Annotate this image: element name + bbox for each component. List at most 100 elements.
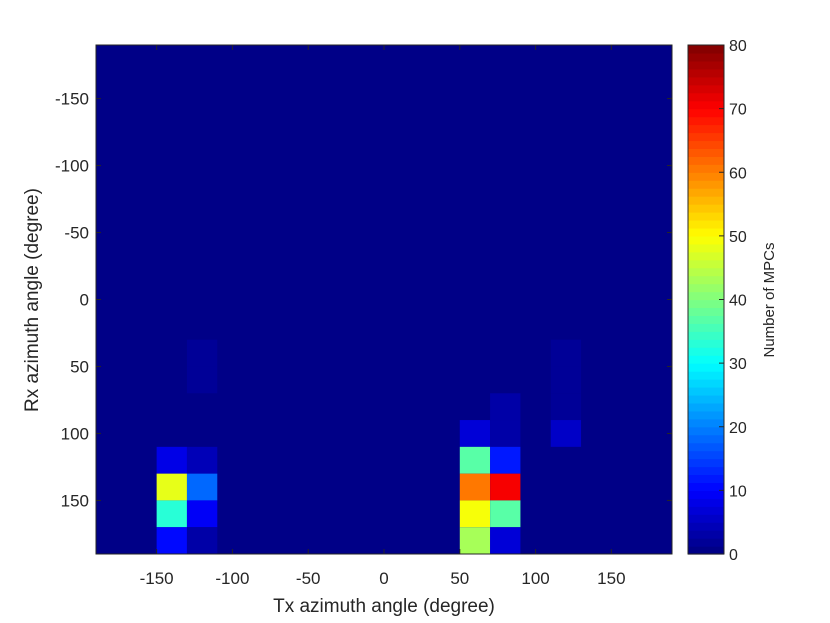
colorbar-step bbox=[688, 434, 724, 444]
x-tick-label: -50 bbox=[296, 569, 321, 588]
colorbar-step bbox=[688, 522, 724, 531]
plot-area bbox=[95, 44, 673, 555]
colorbar-step bbox=[688, 180, 724, 189]
colorbar-step bbox=[688, 386, 724, 396]
x-tick-label: 150 bbox=[597, 569, 625, 588]
colorbar-step bbox=[688, 490, 724, 499]
heatmap-cell bbox=[550, 339, 582, 367]
colorbar-step bbox=[688, 323, 724, 332]
heatmap-cell bbox=[186, 366, 218, 394]
colorbar-step bbox=[688, 188, 724, 197]
colorbar-step bbox=[688, 45, 724, 54]
colorbar-step bbox=[688, 227, 724, 237]
heatmap-cell bbox=[459, 473, 491, 501]
colorbar-tick-label: 70 bbox=[729, 102, 747, 119]
colorbar-step bbox=[688, 172, 724, 181]
colorbar-step bbox=[688, 267, 724, 277]
y-tick-label: 50 bbox=[70, 357, 89, 376]
colorbar-step bbox=[688, 132, 724, 142]
y-axis-label: Rx azimuth angle (degree) bbox=[22, 188, 43, 412]
colorbar-step bbox=[688, 76, 724, 86]
y-axis-ticks: -150 -100 -50 0 50 100 150 bbox=[55, 90, 672, 510]
x-axis-ticks: -150 -100 -50 0 50 100 150 bbox=[140, 45, 626, 588]
heatmap-cell bbox=[459, 500, 491, 528]
x-tick-label: -100 bbox=[215, 569, 249, 588]
colorbar-tick-label: 0 bbox=[729, 547, 738, 564]
heatmap-cell bbox=[550, 420, 582, 447]
heatmap-cell bbox=[186, 446, 218, 474]
colorbar-step bbox=[688, 140, 724, 149]
x-tick-label: 100 bbox=[521, 569, 549, 588]
colorbar-step bbox=[688, 410, 724, 420]
heatmap-cell bbox=[490, 393, 521, 421]
colorbar-step bbox=[688, 402, 724, 412]
colorbar-step bbox=[688, 482, 724, 491]
x-tick-label: -150 bbox=[140, 569, 174, 588]
colorbar-step bbox=[688, 426, 724, 436]
colorbar-step bbox=[688, 307, 724, 316]
heatmap-cell bbox=[490, 446, 521, 474]
colorbar-step bbox=[688, 243, 724, 253]
heatmap-cell bbox=[490, 473, 521, 501]
heatmap-cell bbox=[186, 473, 218, 501]
colorbar-step bbox=[688, 355, 724, 364]
colorbar-step bbox=[688, 116, 724, 126]
colorbar-step bbox=[688, 450, 724, 460]
heatmap-cell bbox=[156, 527, 187, 554]
colorbar-step bbox=[688, 458, 724, 468]
colorbar-tick-label: 10 bbox=[729, 483, 747, 500]
colorbar-step bbox=[688, 275, 724, 285]
heatmap-cell bbox=[550, 366, 582, 394]
colorbar-tick-label: 50 bbox=[729, 229, 747, 246]
heatmap-cell bbox=[490, 500, 521, 528]
colorbar-step bbox=[688, 530, 724, 539]
colorbar-step bbox=[688, 363, 724, 372]
colorbar: 0 10 20 30 40 50 60 70 80 Number of MPCs bbox=[687, 38, 778, 564]
colorbar-ticks: 0 10 20 30 40 50 60 70 80 bbox=[719, 38, 747, 564]
x-tick-label: 50 bbox=[450, 569, 469, 588]
heatmap-cell bbox=[459, 446, 491, 474]
heatmap-cell bbox=[186, 500, 218, 528]
colorbar-step bbox=[688, 347, 724, 356]
heatmap-cell bbox=[459, 527, 491, 554]
colorbar-step bbox=[688, 100, 724, 110]
y-tick-label: -100 bbox=[55, 157, 89, 176]
colorbar-tick-label: 40 bbox=[729, 293, 747, 310]
colorbar-step bbox=[688, 84, 724, 94]
colorbar-step bbox=[688, 418, 724, 428]
heatmap-cell bbox=[156, 473, 187, 501]
colorbar-step bbox=[688, 60, 724, 70]
colorbar-step bbox=[688, 283, 724, 293]
heatmap-cell bbox=[550, 393, 582, 421]
colorbar-step bbox=[688, 52, 724, 62]
colorbar-step bbox=[688, 299, 724, 309]
heatmap-cell bbox=[156, 500, 187, 528]
colorbar-step bbox=[688, 124, 724, 134]
colorbar-step bbox=[688, 156, 724, 165]
colorbar-step bbox=[688, 315, 724, 324]
colorbar-step bbox=[688, 379, 724, 388]
heatmap-cell bbox=[459, 420, 491, 447]
colorbar-step bbox=[688, 259, 724, 269]
colorbar-step bbox=[688, 474, 724, 484]
colorbar-step bbox=[688, 546, 724, 555]
colorbar-step bbox=[688, 68, 724, 78]
colorbar-gradient bbox=[688, 45, 724, 555]
colorbar-step bbox=[688, 92, 724, 102]
heatmap-cell bbox=[186, 339, 218, 367]
colorbar-step bbox=[688, 331, 724, 340]
colorbar-step bbox=[688, 506, 724, 515]
y-tick-label: 150 bbox=[61, 491, 89, 510]
colorbar-step bbox=[688, 235, 724, 245]
heatmap-cell bbox=[186, 527, 218, 554]
colorbar-step bbox=[688, 204, 724, 213]
colorbar-step bbox=[688, 148, 724, 157]
colorbar-step bbox=[688, 371, 724, 380]
x-axis-label: Tx azimuth angle (degree) bbox=[273, 596, 495, 617]
heatmap-cells bbox=[156, 339, 582, 554]
colorbar-step bbox=[688, 212, 724, 221]
x-tick-label: 0 bbox=[379, 569, 388, 588]
colorbar-tick-label: 60 bbox=[729, 165, 747, 182]
y-tick-label: -150 bbox=[55, 90, 89, 109]
colorbar-step bbox=[688, 219, 724, 229]
